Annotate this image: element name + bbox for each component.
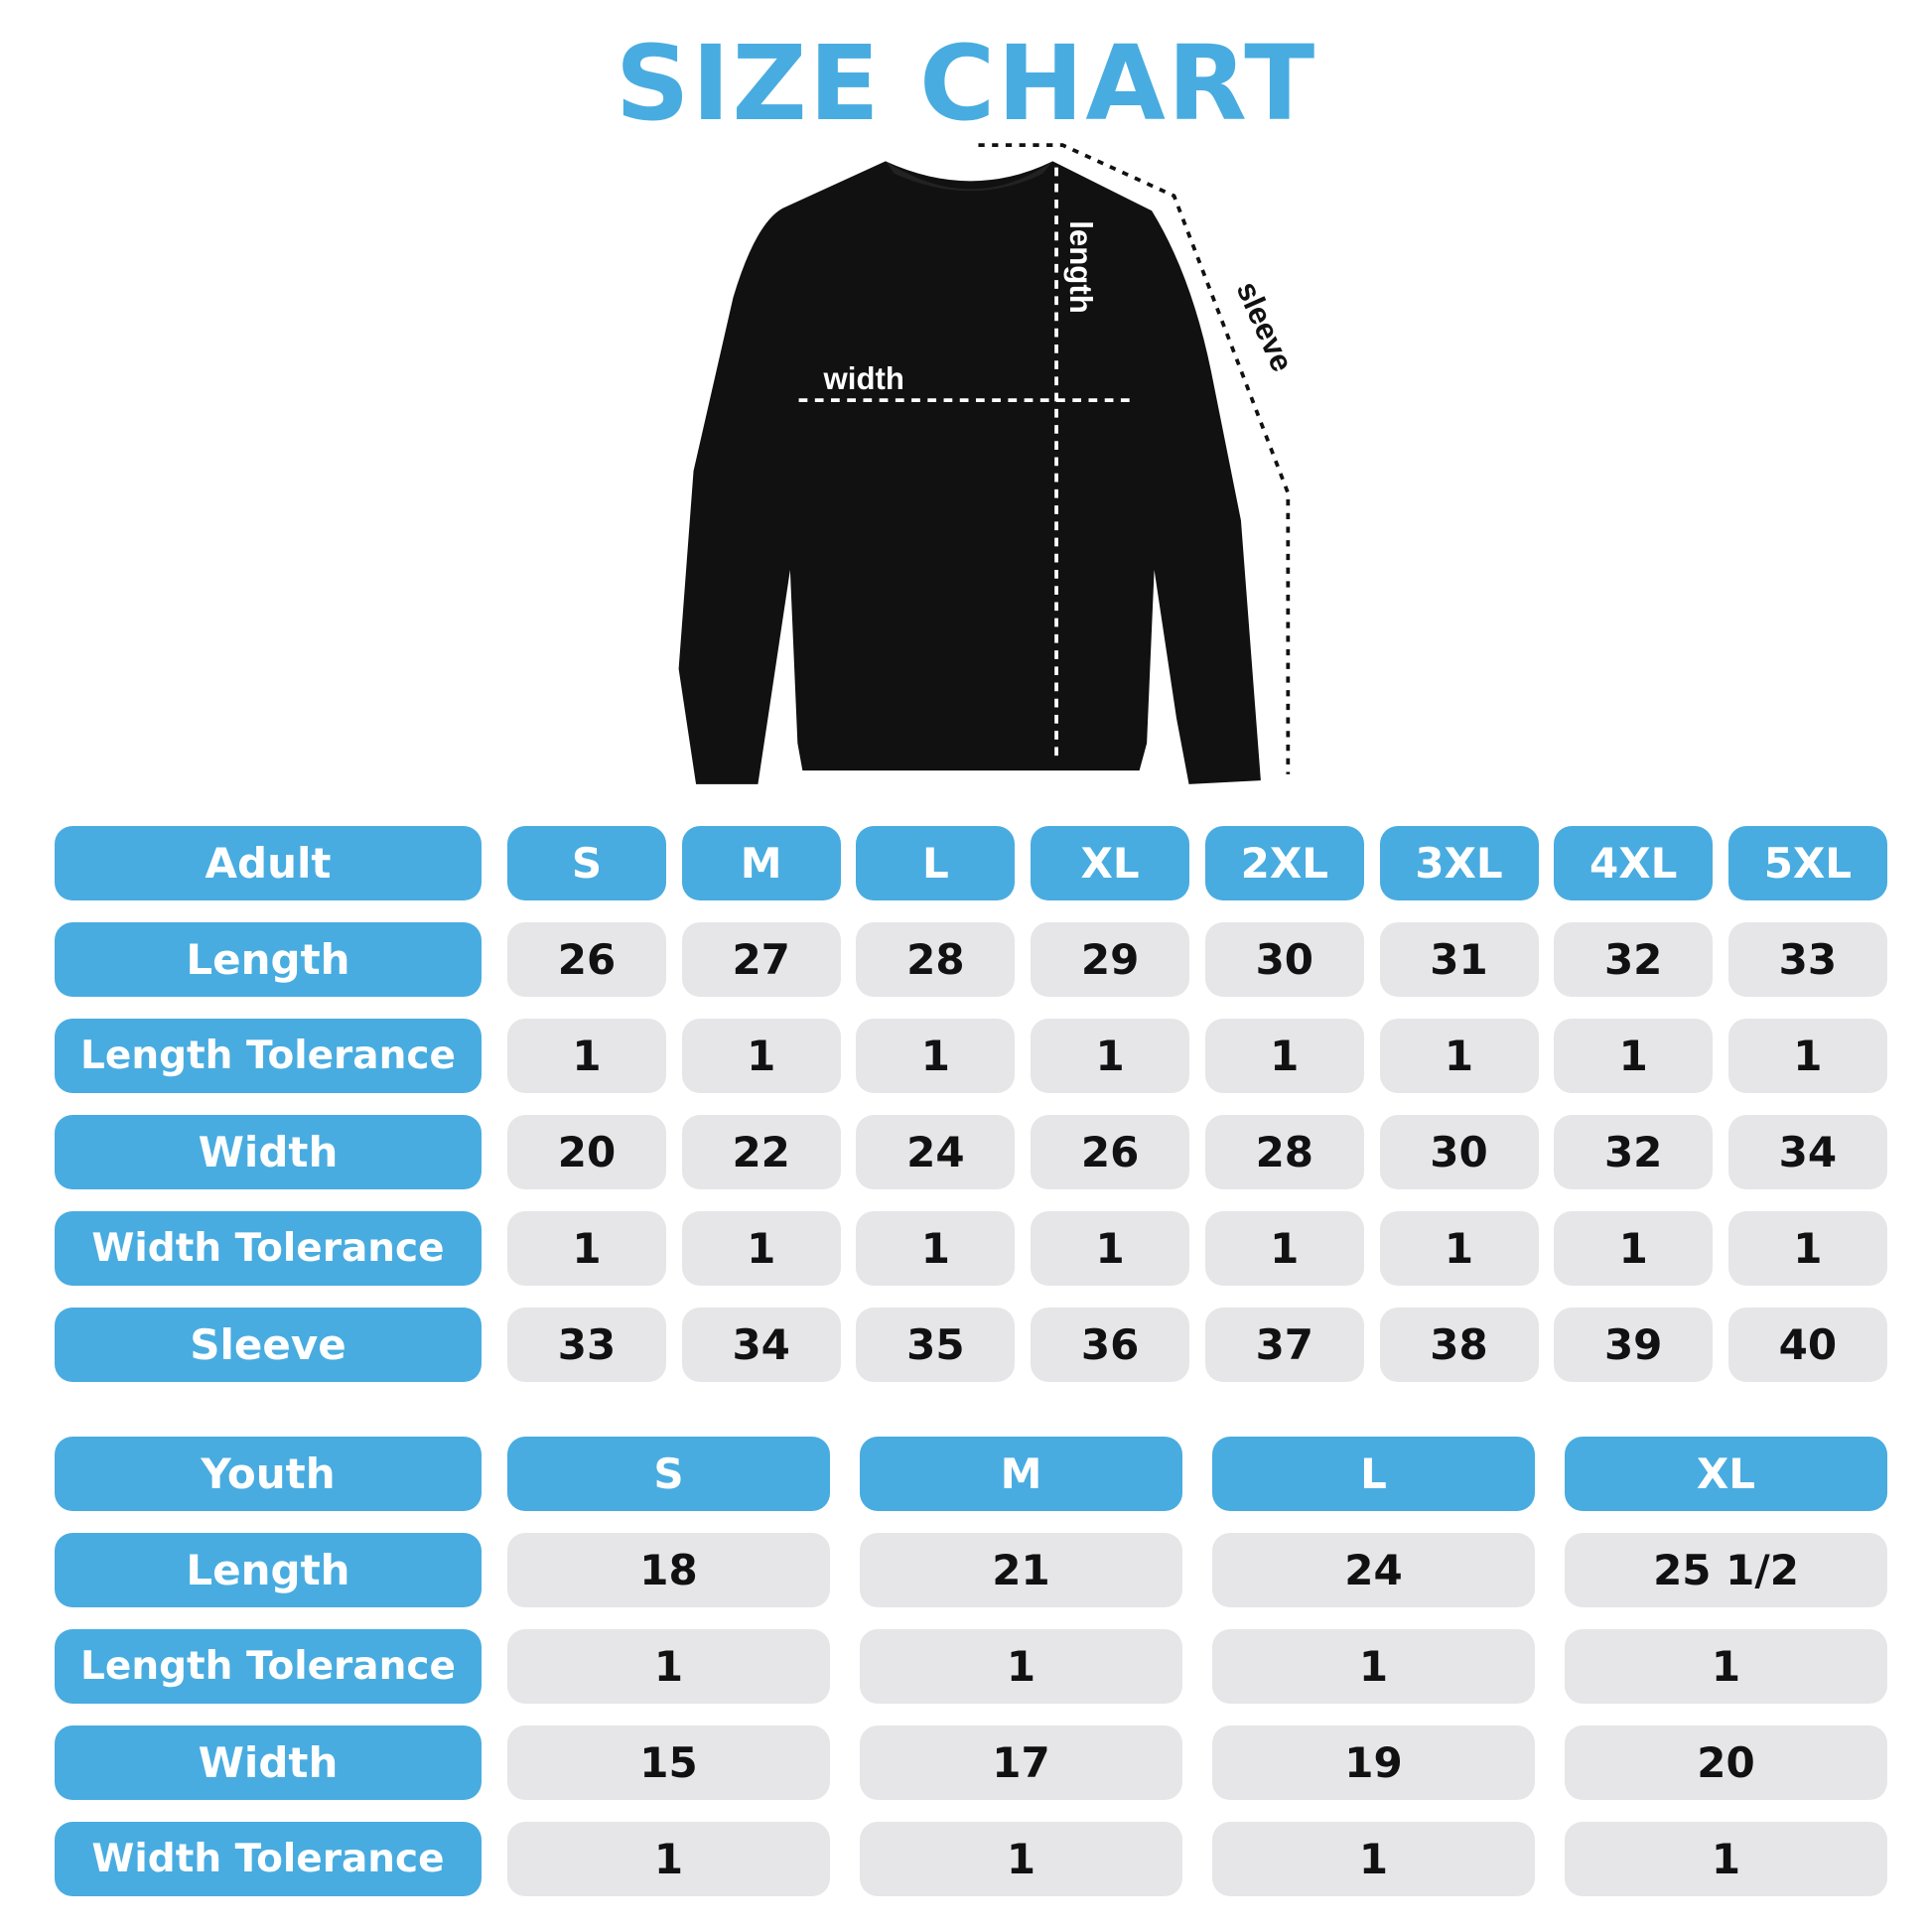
youth-row-label: Width [55, 1725, 482, 1800]
adult-value: 1 [1727, 1019, 1887, 1093]
youth-value: 15 [507, 1725, 830, 1800]
youth-value: 1 [1212, 1822, 1535, 1896]
youth-size-M: M [860, 1437, 1182, 1511]
adult-size-M: M [681, 826, 841, 900]
adult-value: 1 [856, 1019, 1016, 1093]
adult-value: 1 [1204, 1211, 1364, 1286]
youth-value: 1 [860, 1822, 1182, 1896]
adult-value: 33 [1727, 922, 1887, 997]
adult-value: 1 [1379, 1211, 1539, 1286]
youth-size-S: S [507, 1437, 830, 1511]
adult-row-label: Sleeve [55, 1308, 482, 1382]
adult-row-label: Length Tolerance [55, 1019, 482, 1093]
adult-value: 27 [681, 922, 841, 997]
adult-value: 34 [681, 1308, 841, 1382]
adult-value: 26 [507, 922, 666, 997]
youth-header: Youth [55, 1437, 482, 1511]
adult-value: 1 [1727, 1211, 1887, 1286]
youth-value: 1 [507, 1822, 830, 1896]
adult-row-label: Width Tolerance [55, 1211, 482, 1286]
page-title: SIZE CHART [615, 23, 1317, 144]
youth-size-L: L [1212, 1437, 1535, 1511]
adult-size-3XL: 3XL [1379, 826, 1539, 900]
adult-value: 33 [507, 1308, 666, 1382]
adult-value: 24 [856, 1115, 1016, 1189]
adult-value: 1 [1379, 1019, 1539, 1093]
adult-value: 30 [1204, 922, 1364, 997]
adult-value: 35 [856, 1308, 1016, 1382]
sleeve-label: sleeve [1230, 276, 1301, 376]
adult-value: 1 [507, 1211, 666, 1286]
adult-value: 1 [507, 1019, 666, 1093]
adult-value: 1 [681, 1211, 841, 1286]
youth-value: 24 [1212, 1533, 1535, 1607]
adult-size-XL: XL [1031, 826, 1190, 900]
adult-value: 1 [681, 1019, 841, 1093]
adult-value: 34 [1727, 1115, 1887, 1189]
adult-size-L: L [856, 826, 1016, 900]
youth-value: 1 [507, 1629, 830, 1704]
youth-value: 20 [1565, 1725, 1887, 1800]
adult-value: 20 [507, 1115, 666, 1189]
adult-value: 29 [1031, 922, 1190, 997]
adult-value: 39 [1554, 1308, 1714, 1382]
adult-value: 38 [1379, 1308, 1539, 1382]
adult-value: 1 [1031, 1211, 1190, 1286]
adult-size-S: S [507, 826, 666, 900]
adult-value: 22 [681, 1115, 841, 1189]
adult-row-label: Width [55, 1115, 482, 1189]
adult-value: 32 [1554, 922, 1714, 997]
length-label: length [1063, 220, 1098, 314]
sweatshirt-image [678, 161, 1261, 784]
adult-size-2XL: 2XL [1204, 826, 1364, 900]
adult-value: 36 [1031, 1308, 1190, 1382]
adult-size-5XL: 5XL [1727, 826, 1887, 900]
youth-value: 1 [1565, 1629, 1887, 1704]
adult-row-label: Length [55, 922, 482, 997]
adult-header: Adult [55, 826, 482, 900]
adult-value: 1 [1554, 1211, 1714, 1286]
adult-value: 32 [1554, 1115, 1714, 1189]
adult-value: 28 [856, 922, 1016, 997]
sleeve-measure-line [978, 143, 1291, 774]
youth-row-label: Length [55, 1533, 482, 1607]
adult-value: 1 [1554, 1019, 1714, 1093]
adult-value: 1 [856, 1211, 1016, 1286]
adult-value: 40 [1727, 1308, 1887, 1382]
width-label: width [823, 361, 904, 396]
youth-value: 1 [1565, 1822, 1887, 1896]
adult-value: 30 [1379, 1115, 1539, 1189]
youth-value: 21 [860, 1533, 1182, 1607]
youth-row-label: Length Tolerance [55, 1629, 482, 1704]
adult-value: 26 [1031, 1115, 1190, 1189]
youth-value: 19 [1212, 1725, 1535, 1800]
adult-value: 1 [1204, 1019, 1364, 1093]
adult-value: 28 [1204, 1115, 1364, 1189]
youth-value: 18 [507, 1533, 830, 1607]
adult-value: 31 [1379, 922, 1539, 997]
adult-size-4XL: 4XL [1554, 826, 1714, 900]
adult-value: 37 [1204, 1308, 1364, 1382]
youth-value: 1 [1212, 1629, 1535, 1704]
collar [885, 161, 1053, 192]
youth-value: 25 1/2 [1565, 1533, 1887, 1607]
youth-row-label: Width Tolerance [55, 1822, 482, 1896]
youth-value: 17 [860, 1725, 1182, 1800]
sweatshirt-diagram: width length sleeve [678, 143, 1301, 784]
adult-value: 1 [1031, 1019, 1190, 1093]
youth-size-XL: XL [1565, 1437, 1887, 1511]
youth-value: 1 [860, 1629, 1182, 1704]
